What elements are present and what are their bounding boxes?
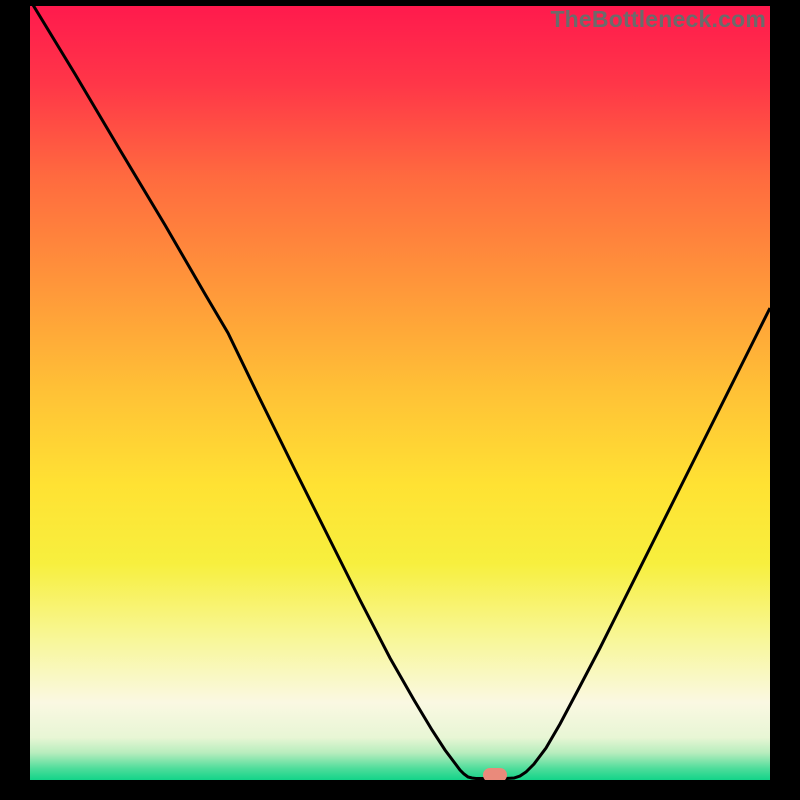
watermark-text: TheBottleneck.com	[550, 6, 766, 33]
chart-border-bottom	[0, 780, 800, 800]
chart-border-right	[770, 0, 800, 800]
plot-area	[30, 6, 770, 780]
chart-border-left	[0, 0, 30, 800]
bottleneck-curve	[30, 6, 770, 780]
curve-path	[30, 6, 770, 779]
chart-container: TheBottleneck.com	[0, 0, 800, 800]
